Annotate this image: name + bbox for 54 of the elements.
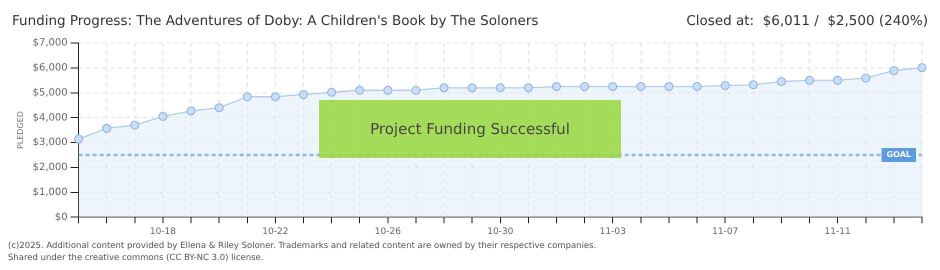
ref-line-label: GOAL — [886, 150, 912, 160]
point — [664, 82, 674, 92]
y-tick-label: $1,000 — [32, 186, 68, 198]
x-tick-label: 11-07 — [712, 226, 738, 237]
point — [580, 82, 590, 92]
point — [918, 63, 926, 72]
point — [524, 83, 533, 92]
point — [636, 82, 646, 92]
point — [158, 112, 168, 121]
point — [440, 83, 449, 92]
point — [102, 124, 112, 133]
y-tick-label: $4,000 — [32, 112, 68, 124]
annotation: Project Funding Successful — [370, 120, 570, 138]
point — [327, 88, 336, 97]
y-tick-label: $2,000 — [32, 162, 68, 174]
x-tick-label: 11-11 — [824, 226, 851, 237]
point — [861, 74, 870, 83]
x-tick-label: 10-26 — [374, 226, 402, 237]
point — [186, 106, 196, 116]
chart-subtitle: Closed at: $6,011 / $2,500 (240%) — [686, 13, 928, 29]
y-tick-label: $7,000 — [32, 38, 68, 49]
point — [214, 103, 224, 112]
text: Shared under the creative commons (CC BY-NC 3.0) license. — [8, 252, 265, 264]
point — [748, 80, 758, 90]
x-tick-label: 10-18 — [150, 226, 176, 237]
point — [805, 76, 814, 85]
text: (c)2025. Additional content provided by Ellena & Riley Soloner. Trademarks and related content are owned by their respective companies. — [8, 240, 598, 252]
y-tick-label: $3,000 — [32, 137, 68, 148]
status-banner: Project Funding Successful — [319, 100, 621, 158]
point — [299, 90, 308, 100]
point — [74, 134, 84, 144]
point — [496, 83, 505, 92]
chart-title: Funding Progress: The Adventures of Doby: A Children's Book by The Soloners — [12, 13, 538, 29]
point — [355, 86, 364, 95]
y-tick-label: $0 — [54, 212, 68, 223]
y-tick-label: $5,000 — [32, 87, 68, 98]
x-tick-label: 11-03 — [600, 226, 626, 237]
x-tick-label: 10-22 — [262, 226, 288, 237]
point — [383, 86, 392, 95]
point — [130, 120, 140, 130]
point — [776, 77, 786, 86]
point — [833, 76, 842, 85]
point — [242, 92, 252, 102]
y-axis-title: PLEDGED — [16, 111, 25, 150]
y-tick-label: $6,000 — [32, 62, 68, 74]
x-tick-label: 10-30 — [487, 226, 514, 237]
point — [468, 83, 477, 92]
point — [889, 66, 898, 76]
point — [552, 82, 562, 92]
point — [270, 92, 280, 102]
point — [692, 82, 702, 92]
point — [608, 82, 618, 92]
point — [720, 81, 730, 90]
point — [411, 86, 420, 95]
